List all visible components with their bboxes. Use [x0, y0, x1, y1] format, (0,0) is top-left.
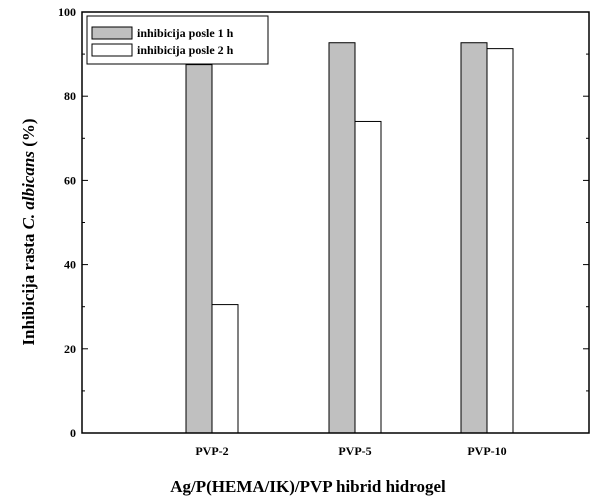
y-ticks-layer: 0 20 40 60 80 100 [58, 5, 589, 440]
y-axis-title-organism: C. albicans [19, 151, 38, 230]
y-axis-title: Inhibicija rasta C. albicans (%) [19, 118, 38, 345]
y-axis-title-main: Inhibicija rasta [19, 229, 38, 345]
y-tick-label: 80 [64, 89, 76, 103]
bars-layer [185, 42, 514, 434]
legend-label-1h: inhibicija posle 1 h [137, 26, 234, 40]
y-axis-title-unit: (%) [19, 118, 38, 151]
legend-swatch-2h [91, 43, 133, 57]
bar-pvp-10-series-1 [460, 42, 488, 434]
bar-pvp-5-series-2 [354, 120, 382, 434]
y-tick-label: 60 [64, 173, 76, 187]
y-tick-label: 100 [58, 5, 76, 19]
y-tick-label: 0 [70, 426, 76, 440]
y-tick-label: 40 [64, 258, 76, 272]
bar-pvp-5-series-1 [328, 42, 356, 434]
x-category-label: PVP-2 [195, 444, 228, 458]
x-categories-layer: PVP-2 PVP-5 PVP-10 [195, 427, 507, 458]
bar-pvp-10-series-2 [486, 48, 514, 434]
x-category-label: PVP-5 [338, 444, 371, 458]
legend: inhibicija posle 1 h inhibicija posle 2 … [86, 15, 269, 65]
x-axis-title: Ag/P(HEMA/IK)/PVP hibrid hidrogel [170, 477, 446, 496]
x-category-label: PVP-10 [467, 444, 506, 458]
bar-pvp-2-series-1 [185, 64, 213, 434]
legend-swatch-1h [91, 26, 133, 40]
bar-pvp-2-series-2 [211, 304, 239, 434]
y-tick-label: 20 [64, 342, 76, 356]
legend-label-2h: inhibicija posle 2 h [137, 43, 234, 57]
